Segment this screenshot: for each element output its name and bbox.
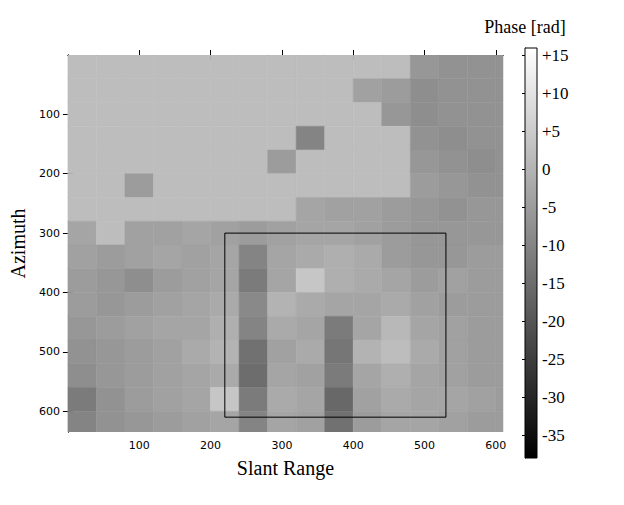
svg-text:200: 200 xyxy=(39,167,60,180)
svg-text:+15: +15 xyxy=(542,46,569,65)
svg-text:300: 300 xyxy=(39,227,60,240)
svg-text:500: 500 xyxy=(39,345,60,358)
svg-text:500: 500 xyxy=(414,439,435,452)
svg-text:300: 300 xyxy=(271,439,292,452)
svg-text:600: 600 xyxy=(39,405,60,418)
svg-text:-30: -30 xyxy=(542,388,565,407)
svg-text:Slant Range: Slant Range xyxy=(237,457,334,480)
svg-text:400: 400 xyxy=(343,439,364,452)
svg-text:-5: -5 xyxy=(542,198,556,217)
svg-text:100: 100 xyxy=(39,108,60,121)
svg-text:-35: -35 xyxy=(542,426,565,445)
svg-text:100: 100 xyxy=(129,439,150,452)
svg-text:+5: +5 xyxy=(542,122,560,141)
svg-text:-15: -15 xyxy=(542,274,565,293)
svg-text:-20: -20 xyxy=(542,312,565,331)
svg-text:400: 400 xyxy=(39,286,60,299)
svg-text:600: 600 xyxy=(485,439,506,452)
svg-text:200: 200 xyxy=(200,439,221,452)
svg-text:+10: +10 xyxy=(542,84,569,103)
svg-text:-25: -25 xyxy=(542,350,565,369)
svg-text:0: 0 xyxy=(542,160,551,179)
svg-text:-10: -10 xyxy=(542,236,565,255)
svg-text:Phase [rad]: Phase [rad] xyxy=(484,17,565,37)
svg-text:Azimuth: Azimuth xyxy=(7,209,29,279)
